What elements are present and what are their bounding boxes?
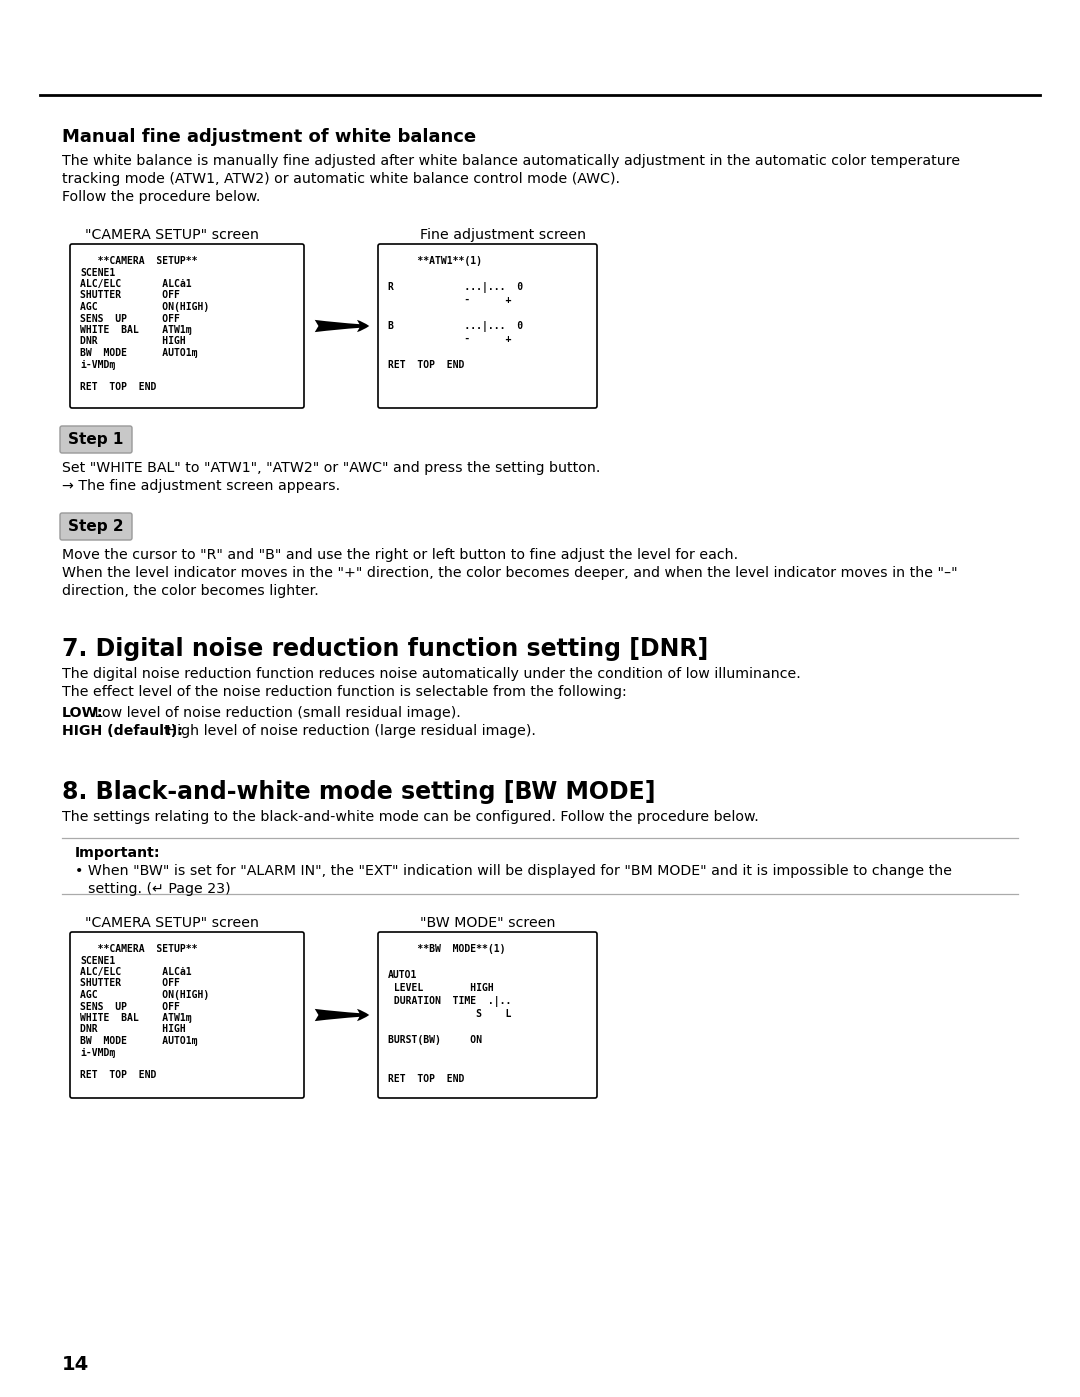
FancyBboxPatch shape <box>378 244 597 408</box>
Text: **CAMERA  SETUP**: **CAMERA SETUP** <box>80 256 198 265</box>
Text: R            ...|...  0: R ...|... 0 <box>388 282 523 293</box>
Text: B            ...|...  0: B ...|... 0 <box>388 321 523 332</box>
Text: SCENE1: SCENE1 <box>80 956 116 965</box>
Text: **BW  MODE**(1): **BW MODE**(1) <box>388 944 505 954</box>
Text: SCENE1: SCENE1 <box>80 267 116 278</box>
Text: SHUTTER       OFF: SHUTTER OFF <box>80 291 180 300</box>
Text: BW  MODE      AUTO1ɱ: BW MODE AUTO1ɱ <box>80 1037 198 1046</box>
Text: ALC/ELC       ALCȧ1: ALC/ELC ALCȧ1 <box>80 279 191 289</box>
Text: AUTO1: AUTO1 <box>388 970 417 981</box>
Text: "BW MODE" screen: "BW MODE" screen <box>420 916 555 930</box>
Text: The white balance is manually fine adjusted after white balance automatically ad: The white balance is manually fine adjus… <box>62 154 960 168</box>
Text: Low level of noise reduction (small residual image).: Low level of noise reduction (small resi… <box>90 705 461 719</box>
Text: i-VMDɱ: i-VMDɱ <box>80 1048 116 1058</box>
Text: 14: 14 <box>62 1355 90 1375</box>
Text: DNR           HIGH: DNR HIGH <box>80 1024 186 1035</box>
Text: WHITE  BAL    ATW1ɱ: WHITE BAL ATW1ɱ <box>80 1013 191 1023</box>
Text: SENS  UP      OFF: SENS UP OFF <box>80 1002 180 1011</box>
Text: AGC           ON(HIGH): AGC ON(HIGH) <box>80 990 210 1000</box>
Text: Important:: Important: <box>75 847 161 861</box>
Text: When the level indicator moves in the "+" direction, the color becomes deeper, a: When the level indicator moves in the "+… <box>62 566 958 580</box>
FancyBboxPatch shape <box>378 932 597 1098</box>
Text: → The fine adjustment screen appears.: → The fine adjustment screen appears. <box>62 479 340 493</box>
Text: S    L: S L <box>388 1009 511 1018</box>
Text: 8. Black-and-white mode setting [BW MODE]: 8. Black-and-white mode setting [BW MODE… <box>62 780 656 805</box>
FancyBboxPatch shape <box>70 932 303 1098</box>
Text: direction, the color becomes lighter.: direction, the color becomes lighter. <box>62 584 319 598</box>
Text: -      +: - + <box>388 295 511 305</box>
Text: LOW:: LOW: <box>62 705 104 719</box>
FancyBboxPatch shape <box>70 244 303 408</box>
Text: Manual fine adjustment of white balance: Manual fine adjustment of white balance <box>62 129 476 147</box>
Text: tracking mode (ATW1, ATW2) or automatic white balance control mode (AWC).: tracking mode (ATW1, ATW2) or automatic … <box>62 172 620 186</box>
Text: "CAMERA SETUP" screen: "CAMERA SETUP" screen <box>85 228 259 242</box>
Text: Step 2: Step 2 <box>68 520 124 534</box>
Text: DURATION  TIME  .|..: DURATION TIME .|.. <box>388 996 511 1007</box>
Text: Fine adjustment screen: Fine adjustment screen <box>420 228 586 242</box>
Text: RET  TOP  END: RET TOP END <box>80 383 157 393</box>
Text: **CAMERA  SETUP**: **CAMERA SETUP** <box>80 944 198 954</box>
Text: SENS  UP      OFF: SENS UP OFF <box>80 313 180 324</box>
Text: RET  TOP  END: RET TOP END <box>80 1070 157 1080</box>
Text: The settings relating to the black-and-white mode can be configured. Follow the : The settings relating to the black-and-w… <box>62 810 759 824</box>
Text: Move the cursor to "R" and "B" and use the right or left button to fine adjust t: Move the cursor to "R" and "B" and use t… <box>62 548 738 562</box>
Text: The digital noise reduction function reduces noise automatically under the condi: The digital noise reduction function red… <box>62 666 800 680</box>
Text: High level of noise reduction (large residual image).: High level of noise reduction (large res… <box>162 724 536 738</box>
Text: RET  TOP  END: RET TOP END <box>388 1074 464 1084</box>
Text: DNR           HIGH: DNR HIGH <box>80 337 186 346</box>
Text: 7. Digital noise reduction function setting [DNR]: 7. Digital noise reduction function sett… <box>62 637 708 661</box>
Text: setting. (↵ Page 23): setting. (↵ Page 23) <box>87 882 231 895</box>
FancyBboxPatch shape <box>60 426 132 453</box>
Text: Step 1: Step 1 <box>68 432 124 447</box>
Text: i-VMDɱ: i-VMDɱ <box>80 359 116 370</box>
Text: LEVEL        HIGH: LEVEL HIGH <box>388 983 494 993</box>
Text: WHITE  BAL    ATW1ɱ: WHITE BAL ATW1ɱ <box>80 326 191 335</box>
Text: RET  TOP  END: RET TOP END <box>388 360 464 370</box>
Text: BW  MODE      AUTO1ɱ: BW MODE AUTO1ɱ <box>80 348 198 358</box>
Text: AGC           ON(HIGH): AGC ON(HIGH) <box>80 302 210 312</box>
Text: "CAMERA SETUP" screen: "CAMERA SETUP" screen <box>85 916 259 930</box>
Text: Set "WHITE BAL" to "ATW1", "ATW2" or "AWC" and press the setting button.: Set "WHITE BAL" to "ATW1", "ATW2" or "AW… <box>62 461 600 475</box>
Text: SHUTTER       OFF: SHUTTER OFF <box>80 978 180 989</box>
Text: **ATW1**(1): **ATW1**(1) <box>388 256 482 265</box>
Text: • When "BW" is set for "ALARM IN", the "EXT" indication will be displayed for "B: • When "BW" is set for "ALARM IN", the "… <box>75 863 951 877</box>
Text: Follow the procedure below.: Follow the procedure below. <box>62 190 260 204</box>
Text: HIGH (default):: HIGH (default): <box>62 724 183 738</box>
Text: ALC/ELC       ALCȧ1: ALC/ELC ALCȧ1 <box>80 967 191 977</box>
Text: BURST(BW)     ON: BURST(BW) ON <box>388 1035 482 1045</box>
Text: -      +: - + <box>388 334 511 344</box>
Text: The effect level of the noise reduction function is selectable from the followin: The effect level of the noise reduction … <box>62 685 626 698</box>
FancyBboxPatch shape <box>60 513 132 541</box>
